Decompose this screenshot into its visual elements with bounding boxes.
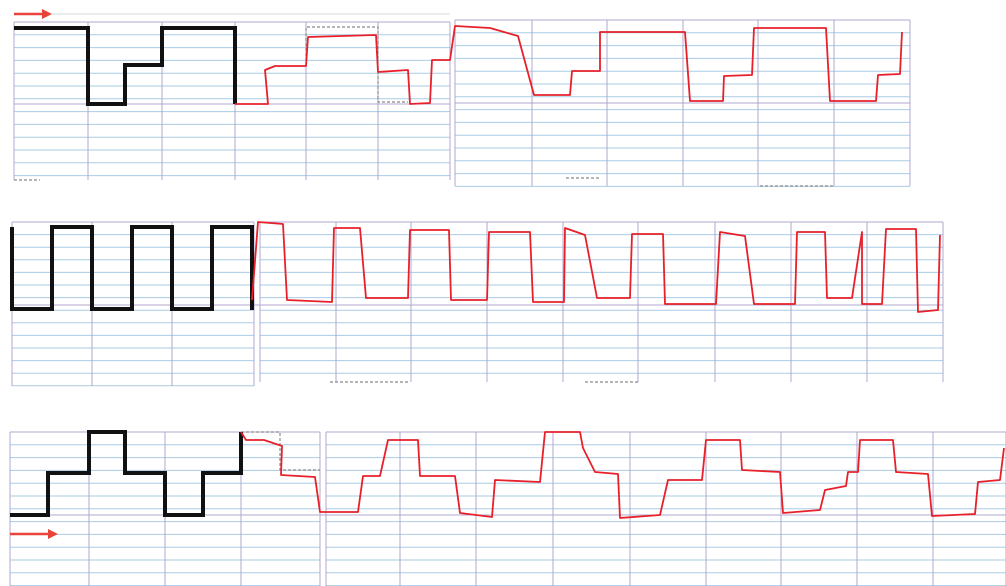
grid-row-3-right: [325, 431, 1006, 586]
grid-layer: [9, 13, 1006, 586]
dashed-guide-layer: [14, 26, 834, 471]
arrow-head: [48, 529, 58, 539]
model-waveform-layer: [10, 26, 254, 517]
model-waveform-row-3: [10, 430, 243, 517]
arrow-right-icon: [10, 529, 58, 539]
dashed-guide-row-1: [305, 26, 408, 103]
arrow-layer: [10, 9, 58, 539]
arrow-head: [42, 9, 52, 19]
grid-row-1-left: [13, 21, 451, 180]
traced-waveform-row-1: [235, 25, 903, 105]
traced-waveform-layer: [235, 25, 1005, 519]
grid-row-2-right: [259, 221, 944, 382]
dashed-guide-row-3: [241, 431, 320, 471]
model-waveform-row-1: [14, 26, 237, 106]
arrow-right-icon: [14, 9, 52, 19]
traced-waveform-row-3: [240, 431, 1005, 519]
traced-waveform-row-2: [251, 221, 941, 313]
model-waveform-row-2: [10, 225, 254, 311]
